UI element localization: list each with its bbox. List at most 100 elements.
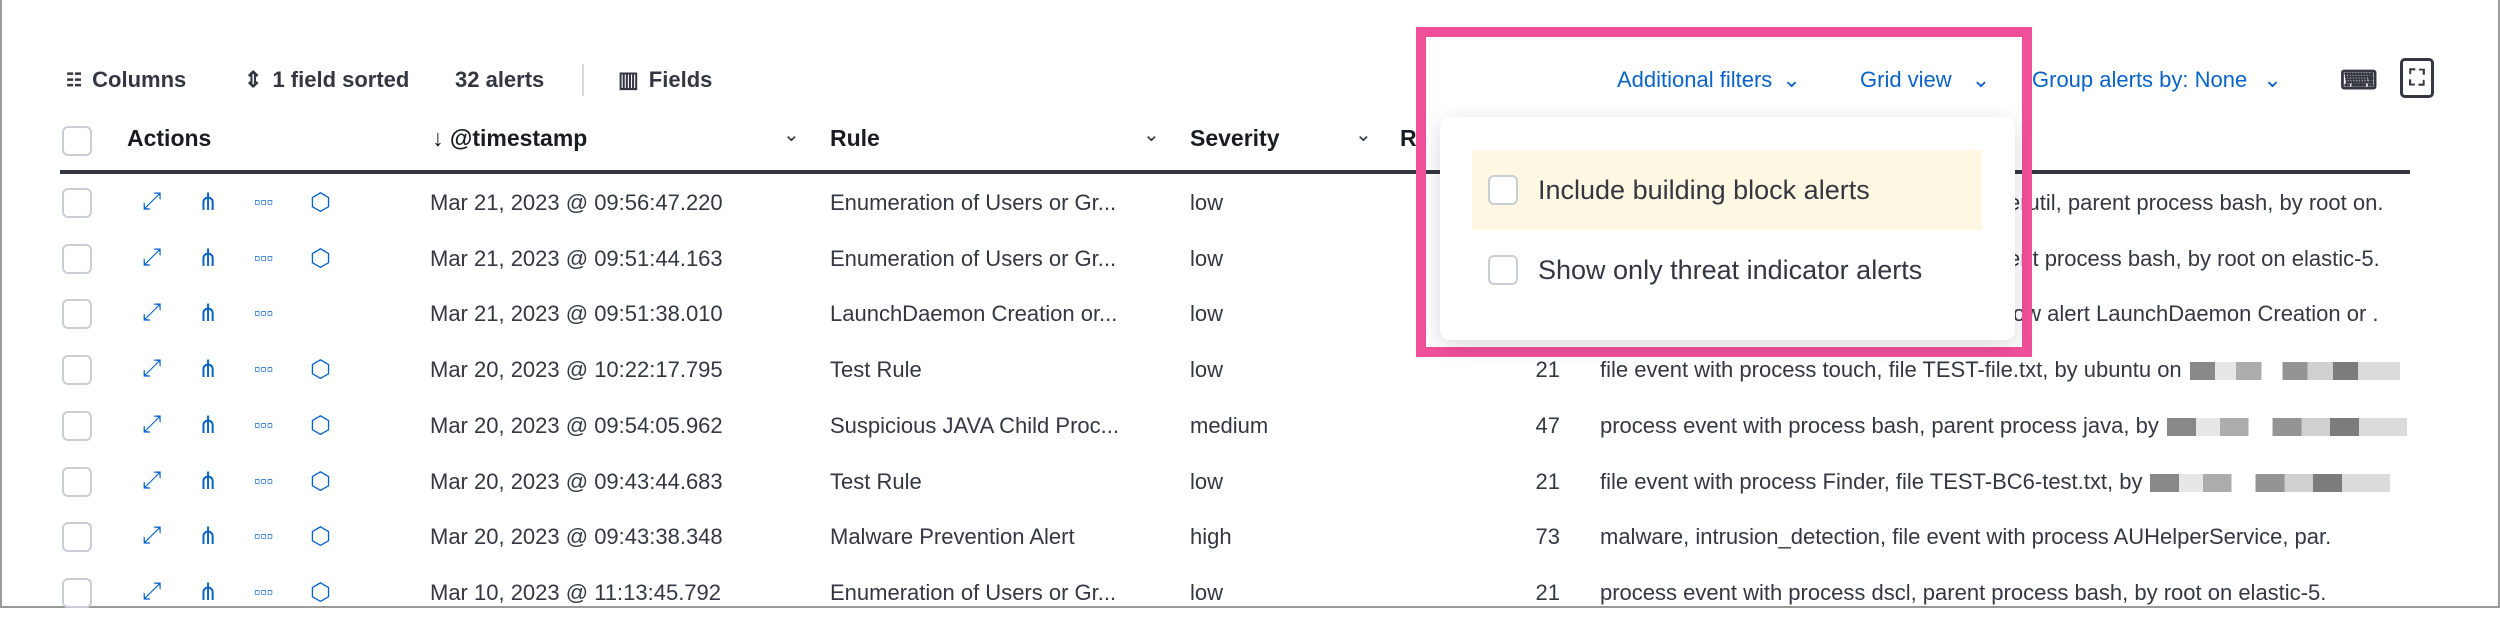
row-checkbox[interactable] xyxy=(62,188,92,218)
frame xyxy=(0,0,2500,608)
columns-icon: ☷ xyxy=(66,69,83,90)
header-severity[interactable]: Severity xyxy=(1190,125,1280,151)
severity-cell: high xyxy=(1190,524,1232,550)
expand-icon[interactable]: ⤢ xyxy=(142,410,162,438)
header-rule[interactable]: Rule xyxy=(830,125,880,151)
chevron-down-icon[interactable]: ⌄ xyxy=(1143,124,1160,146)
rule-cell[interactable]: Enumeration of Users or Gr... xyxy=(830,245,1117,271)
timestamp-cell: Mar 20, 2023 @ 10:22:17.795 xyxy=(430,357,723,383)
timestamp-cell: Mar 20, 2023 @ 09:54:05.962 xyxy=(430,412,723,438)
fullscreen-icon[interactable]: ⛶ xyxy=(2400,58,2434,98)
redacted-text xyxy=(2150,473,2391,492)
fields-button[interactable]: ▥ Fields xyxy=(618,67,713,92)
rule-cell[interactable]: Test Rule xyxy=(830,357,922,383)
sort-button[interactable]: ⇕ 1 field sorted xyxy=(244,67,410,92)
rule-cell[interactable]: Test Rule xyxy=(830,468,922,494)
redacted-text xyxy=(2189,362,2400,381)
expand-icon[interactable]: ⤢ xyxy=(142,577,162,605)
header-divider xyxy=(60,170,2410,174)
severity-cell: low xyxy=(1190,579,1224,605)
sort-icon: ⇕ xyxy=(244,67,263,92)
more-actions-icon[interactable]: ▫▫▫ xyxy=(254,581,274,602)
rule-cell[interactable]: LaunchDaemon Creation or... xyxy=(830,301,1118,327)
group-alerts-button[interactable]: Group alerts by: None ⌄ xyxy=(2032,67,2282,92)
checkbox[interactable] xyxy=(1488,255,1518,285)
redacted-text xyxy=(2166,417,2407,436)
columns-button[interactable]: ☷ Columns xyxy=(66,67,187,92)
analyze-graph-icon[interactable]: ⋔ xyxy=(198,300,219,328)
analyze-graph-icon[interactable]: ⋔ xyxy=(198,578,219,606)
reason-cell: process event with process dscl, parent … xyxy=(1600,579,2327,605)
risk-score-cell: 21 xyxy=(1535,357,1560,383)
chevron-down-icon[interactable]: ⌄ xyxy=(1355,124,1372,146)
session-view-icon[interactable]: ⬡ xyxy=(310,189,331,216)
session-view-icon[interactable]: ⬡ xyxy=(310,467,331,495)
select-all-checkbox[interactable] xyxy=(62,126,92,156)
rule-cell[interactable]: Enumeration of Users or Gr... xyxy=(830,190,1117,215)
expand-icon[interactable]: ⤢ xyxy=(142,355,162,383)
row-checkbox[interactable] xyxy=(62,410,92,441)
additional-filters-button[interactable]: Additional filters ⌄ xyxy=(1617,67,1801,92)
analyze-graph-icon[interactable]: ⋔ xyxy=(198,467,219,495)
more-actions-icon[interactable]: ▫▫▫ xyxy=(254,247,274,268)
checkbox[interactable] xyxy=(1488,175,1518,205)
expand-icon[interactable]: ⤢ xyxy=(142,243,162,271)
table-row: ⤢ ⋔ ▫▫▫ ⬡ Mar 20, 2023 @ 10:22:17.795 Test Ru… xyxy=(0,343,2450,399)
analyze-graph-icon[interactable]: ⋔ xyxy=(198,244,219,272)
expand-icon[interactable]: ⤢ xyxy=(142,188,162,215)
analyze-graph-icon[interactable]: ⋔ xyxy=(198,411,219,439)
timestamp-cell: Mar 21, 2023 @ 09:56:47.220 xyxy=(430,190,723,215)
severity-cell: low xyxy=(1190,301,1224,327)
expand-icon[interactable]: ⤢ xyxy=(142,522,162,550)
more-actions-icon[interactable]: ▫▫▫ xyxy=(254,470,274,491)
more-actions-icon[interactable]: ▫▫▫ xyxy=(254,192,274,212)
more-actions-icon[interactable]: ▫▫▫ xyxy=(254,526,274,547)
risk-score-cell: 73 xyxy=(1535,524,1560,550)
row-checkbox[interactable] xyxy=(62,466,92,497)
risk-score-cell: 21 xyxy=(1535,579,1560,605)
additional-filters-popover: Include building block alerts Show only … xyxy=(1440,117,2015,340)
timestamp-cell: Mar 21, 2023 @ 09:51:38.010 xyxy=(430,301,723,327)
expand-icon[interactable]: ⤢ xyxy=(142,466,162,494)
rule-cell[interactable]: Enumeration of Users or Gr... xyxy=(830,579,1117,605)
table-row: ⤢ ⋔ ▫▫▫ ⬡ Mar 20, 2023 @ 09:54:05.962 Suspici… xyxy=(0,399,2450,455)
option-threat-indicator[interactable]: Show only threat indicator alerts xyxy=(1472,230,1982,310)
more-actions-icon[interactable]: ▫▫▫ xyxy=(254,414,274,435)
severity-cell: low xyxy=(1190,190,1224,215)
divider xyxy=(582,64,584,96)
severity-cell: medium xyxy=(1190,412,1269,438)
session-view-icon[interactable]: ⬡ xyxy=(310,244,331,272)
row-checkbox[interactable] xyxy=(62,577,92,608)
reason-cell: low alert LaunchDaemon Creation or . xyxy=(2008,301,2379,327)
reason-cell: erutil, parent process bash, by root on. xyxy=(2008,190,2384,215)
session-view-icon[interactable]: ⬡ xyxy=(310,523,331,551)
session-view-icon[interactable]: ⬡ xyxy=(310,356,331,384)
option-building-block[interactable]: Include building block alerts xyxy=(1472,150,1982,230)
grid-view-button[interactable]: Grid view ⌄ xyxy=(1860,67,1991,92)
reason-cell: ent process bash, by root on elastic-5. xyxy=(2008,245,2380,271)
session-view-icon[interactable]: ⬡ xyxy=(310,411,331,439)
table-row: ⤢ ⋔ ▫▫▫ Mar 21, 2023 @ 09:51:38.010 LaunchDa… xyxy=(0,287,2450,343)
risk-score-cell: 21 xyxy=(1535,468,1560,494)
chevron-down-icon[interactable]: ⌄ xyxy=(783,124,800,146)
row-checkbox[interactable] xyxy=(62,299,92,330)
fields-icon: ▥ xyxy=(618,67,639,92)
session-view-icon[interactable]: ⬡ xyxy=(310,578,331,606)
analyze-graph-icon[interactable]: ⋔ xyxy=(198,356,219,384)
table-row: ⤢ ⋔ ▫▫▫ ⬡ Mar 21, 2023 @ 09:51:44.163 Enumera… xyxy=(0,232,2450,288)
chevron-down-icon: ⌄ xyxy=(1971,67,1991,92)
chevron-down-icon: ⌄ xyxy=(1782,67,1801,92)
analyze-graph-icon[interactable]: ⋔ xyxy=(198,189,219,216)
rule-cell[interactable]: Malware Prevention Alert xyxy=(830,524,1075,550)
row-checkbox[interactable] xyxy=(62,355,92,386)
expand-icon[interactable]: ⤢ xyxy=(142,299,162,327)
row-checkbox[interactable] xyxy=(62,522,92,553)
reason-cell: process event with process bash, parent … xyxy=(1600,413,2450,439)
header-timestamp[interactable]: ↓ @timestamp xyxy=(432,125,588,151)
row-checkbox[interactable] xyxy=(62,243,92,274)
analyze-graph-icon[interactable]: ⋔ xyxy=(198,523,219,551)
keyboard-icon[interactable]: ⌨ xyxy=(2340,64,2378,95)
more-actions-icon[interactable]: ▫▫▫ xyxy=(254,359,274,380)
more-actions-icon[interactable]: ▫▫▫ xyxy=(254,303,274,324)
rule-cell[interactable]: Suspicious JAVA Child Proc... xyxy=(830,412,1119,438)
